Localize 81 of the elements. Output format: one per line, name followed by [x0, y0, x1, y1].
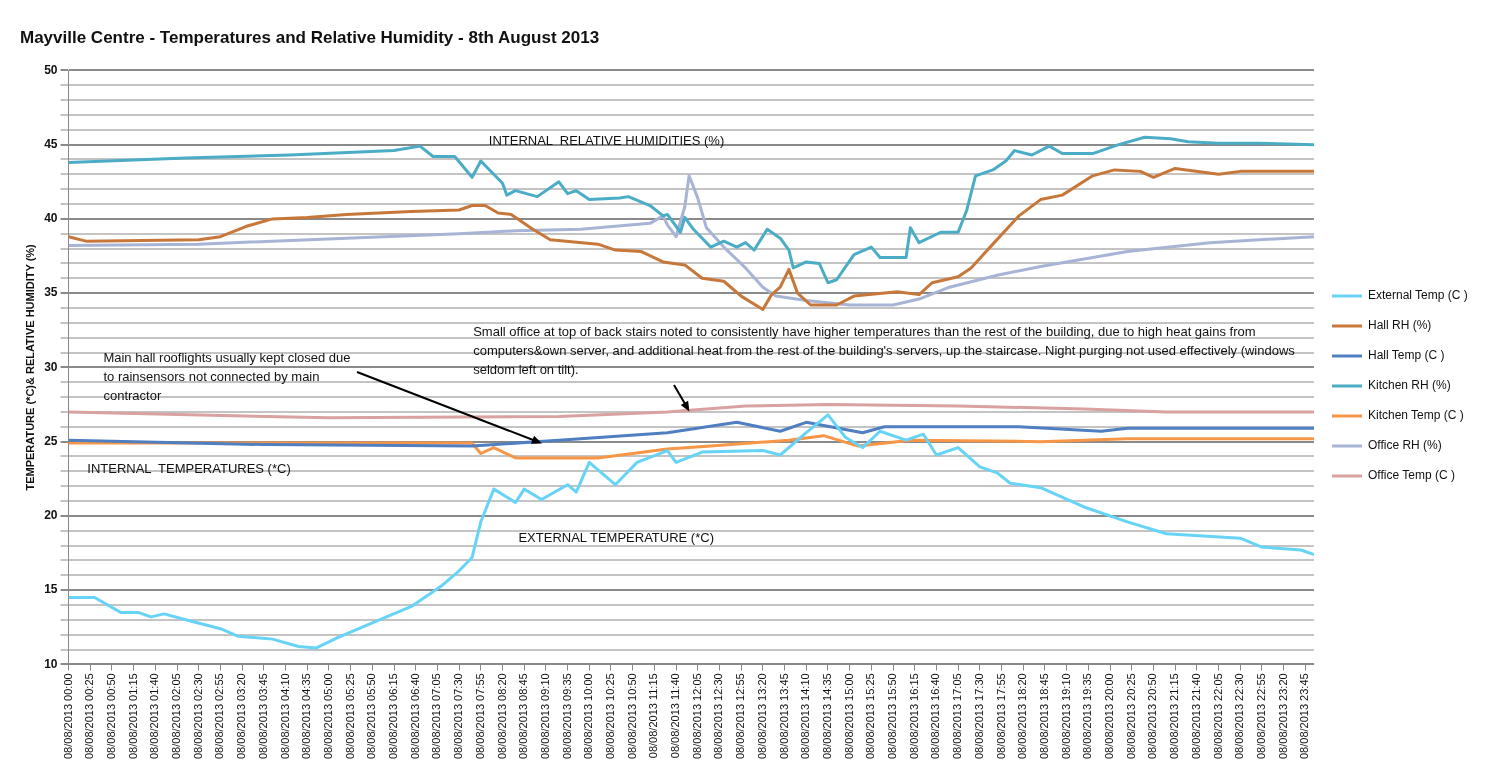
x-tick-label: 08/08/2013 19:10	[1059, 673, 1072, 759]
x-tick-label: 08/08/2013 08:45	[517, 673, 530, 759]
x-tick-label: 08/08/2013 18:45	[1037, 673, 1050, 759]
x-tick-label: 08/08/2013 11:40	[669, 673, 682, 759]
x-tick-label: 08/08/2013 00:25	[83, 673, 96, 759]
legend-label: External Temp (C )	[1367, 288, 1468, 303]
x-tick-label: 08/08/2013 23:45	[1298, 673, 1311, 759]
x-tick-label: 08/08/2013 20:00	[1103, 673, 1116, 759]
x-tick-label: 08/08/2013 12:30	[712, 673, 725, 759]
y-tick-label: 45	[44, 136, 58, 151]
x-tick-label: 08/08/2013 16:40	[929, 673, 942, 759]
x-tick-label: 08/08/2013 00:00	[61, 673, 74, 759]
annotation: INTERNAL RELATIVE HUMIDITIES (%)	[488, 132, 725, 151]
x-tick-label: 08/08/2013 18:20	[1016, 673, 1029, 759]
x-tick-label: 08/08/2013 22:05	[1211, 673, 1224, 759]
legend-label: Hall RH (%)	[1367, 318, 1432, 333]
x-tick-label: 08/08/2013 13:20	[755, 673, 768, 759]
x-tick-label: 08/08/2013 10:25	[604, 673, 617, 759]
x-tick-label: 08/08/2013 21:40	[1189, 673, 1202, 759]
x-tick-label: 08/08/2013 22:30	[1233, 673, 1246, 759]
annotation: Small office at top of back stairs noted to consistently have higher temperatures than the rest of the building, due to high heat gains from computers&own server, and additional heat from the rest of the building's servers, up the staircase. Night purging not used effectively (windows seldom left on tilt).	[473, 322, 1296, 379]
x-tick-label: 08/08/2013 15:00	[842, 673, 855, 759]
x-tick-label: 08/08/2013 17:30	[972, 673, 985, 759]
y-tick-label: 40	[44, 211, 58, 226]
x-tick-label: 08/08/2013 08:20	[495, 673, 508, 759]
x-tick-label: 08/08/2013 10:50	[625, 673, 638, 759]
x-tick-label: 08/08/2013 11:15	[647, 673, 660, 759]
y-tick-label: 15	[44, 582, 58, 597]
x-tick-label: 08/08/2013 14:10	[799, 673, 812, 759]
x-tick-label: 08/08/2013 23:20	[1276, 673, 1289, 759]
x-tick-label: 08/08/2013 01:15	[126, 673, 139, 759]
y-tick-label: 10	[44, 656, 58, 671]
y-tick-label: 25	[44, 433, 58, 448]
x-tick-label: 08/08/2013 04:10	[278, 673, 291, 759]
x-tick-label: 08/08/2013 05:50	[365, 673, 378, 759]
y-tick-label: 30	[44, 359, 58, 374]
x-tick-label: 08/08/2013 01:40	[148, 673, 161, 759]
legend-label: Kitchen Temp (C )	[1367, 408, 1464, 423]
x-tick-label: 08/08/2013 15:25	[864, 673, 877, 759]
x-tick-label: 08/08/2013 07:05	[430, 673, 443, 759]
annotation: INTERNAL TEMPERATURES (*C)	[87, 460, 291, 479]
x-tick-label: 08/08/2013 09:35	[560, 673, 573, 759]
x-tick-label: 08/08/2013 07:30	[452, 673, 465, 759]
x-tick-label: 08/08/2013 16:15	[907, 673, 920, 759]
x-tick-label: 08/08/2013 12:55	[734, 673, 747, 759]
x-tick-label: 08/08/2013 09:10	[538, 673, 551, 759]
x-tick-label: 08/08/2013 04:35	[300, 673, 313, 759]
x-tick-label: 08/08/2013 21:15	[1168, 673, 1181, 759]
x-tick-label: 08/08/2013 02:30	[191, 673, 204, 759]
x-tick-label: 08/08/2013 06:40	[408, 673, 421, 759]
x-tick-label: 08/08/2013 02:55	[213, 673, 226, 759]
x-tick-label: 08/08/2013 02:05	[170, 673, 183, 759]
x-tick-label: 08/08/2013 20:25	[1124, 673, 1137, 759]
x-tick-label: 08/08/2013 05:00	[321, 673, 334, 759]
x-tick-label: 08/08/2013 22:55	[1254, 673, 1267, 759]
y-tick-label: 50	[44, 62, 58, 77]
x-tick-label: 08/08/2013 19:35	[1081, 673, 1094, 759]
x-tick-label: 08/08/2013 15:50	[886, 673, 899, 759]
x-tick-label: 08/08/2013 06:15	[387, 673, 400, 759]
x-tick-label: 08/08/2013 05:25	[343, 673, 356, 759]
y-tick-label: 35	[44, 285, 58, 300]
x-tick-label: 08/08/2013 03:45	[256, 673, 269, 759]
legend-label: Hall Temp (C )	[1367, 348, 1445, 363]
x-tick-label: 08/08/2013 12:05	[690, 673, 703, 759]
x-tick-label: 08/08/2013 20:50	[1146, 673, 1159, 759]
annotation: EXTERNAL TEMPERATURE (*C)	[518, 528, 714, 547]
y-tick-label: 20	[44, 508, 58, 523]
chart-title: Mayville Centre - Temperatures and Relative Humidity - 8th August 2013	[20, 27, 600, 47]
x-tick-label: 08/08/2013 17:55	[994, 673, 1007, 759]
x-tick-label: 08/08/2013 00:50	[104, 673, 117, 759]
x-tick-label: 08/08/2013 13:45	[777, 673, 790, 759]
y-axis-title: TEMPERATURE (*C)& RELATIVE HUMIDITY (%)	[23, 243, 36, 491]
annotation: Main hall rooflights usually kept closed due to rainsensors not connected by main contractor	[103, 349, 352, 406]
x-tick-label: 08/08/2013 10:00	[582, 673, 595, 759]
x-tick-label: 08/08/2013 17:05	[951, 673, 964, 759]
legend-label: Office Temp (C )	[1367, 468, 1455, 483]
x-tick-label: 08/08/2013 03:20	[235, 673, 248, 759]
x-tick-label: 08/08/2013 14:35	[820, 673, 833, 759]
legend-label: Kitchen RH (%)	[1367, 378, 1451, 393]
x-tick-label: 08/08/2013 07:55	[473, 673, 486, 759]
legend-label: Office RH (%)	[1367, 438, 1442, 453]
